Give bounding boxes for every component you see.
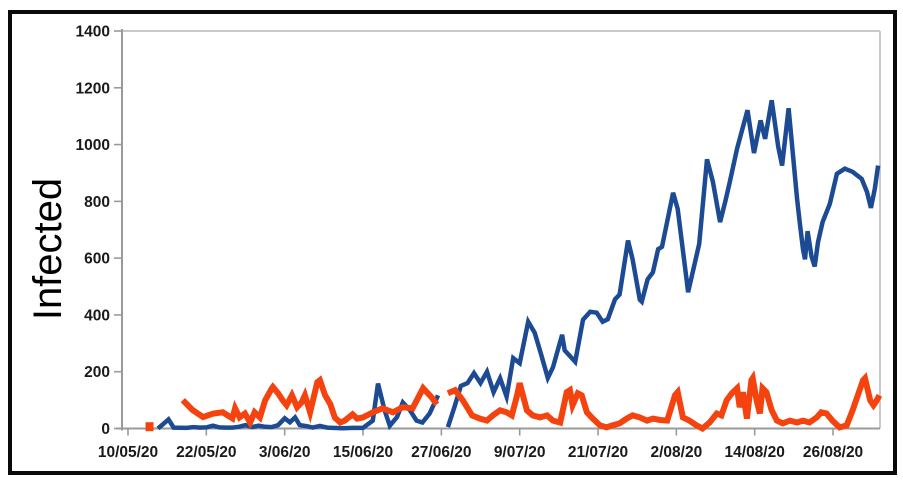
infected-blue-line xyxy=(156,383,441,431)
infected-blue-line xyxy=(445,99,881,428)
x-tick-label: 15/06/20 xyxy=(333,444,393,461)
infected-orange-line xyxy=(446,370,883,433)
axes xyxy=(116,29,880,431)
y-tick-label: 800 xyxy=(84,194,110,211)
x-tick-label: 2/08/20 xyxy=(650,444,702,461)
y-tick-label: 1200 xyxy=(76,80,110,97)
x-tick-label: 10/05/20 xyxy=(98,444,158,461)
x-tick-label: 14/08/20 xyxy=(725,444,785,461)
tick-marks xyxy=(114,30,834,436)
x-tick-label: 9/07/20 xyxy=(494,444,546,461)
x-tick-label: 22/05/20 xyxy=(176,444,236,461)
data-series xyxy=(145,99,883,433)
y-tick-label: 0 xyxy=(101,421,110,438)
tick-labels: 0 200 400 600 800 1000 1200 1400 10/05/20 22/05/2… xyxy=(76,24,864,462)
y-tick-label: 600 xyxy=(84,251,110,268)
x-tick-label: 26/08/20 xyxy=(803,444,863,461)
y-tick-label: 400 xyxy=(84,307,110,324)
x-tick-label: 21/07/20 xyxy=(568,444,628,461)
infected-orange-point-marker xyxy=(145,422,154,432)
infected-orange-line xyxy=(180,375,440,430)
y-tick-label: 1400 xyxy=(76,24,110,41)
x-tick-label: 27/06/20 xyxy=(411,444,471,461)
y-tick-label: 200 xyxy=(84,364,110,381)
gridlines xyxy=(122,30,881,429)
x-tick-label: 3/06/20 xyxy=(259,444,311,461)
y-tick-label: 1000 xyxy=(76,137,110,154)
